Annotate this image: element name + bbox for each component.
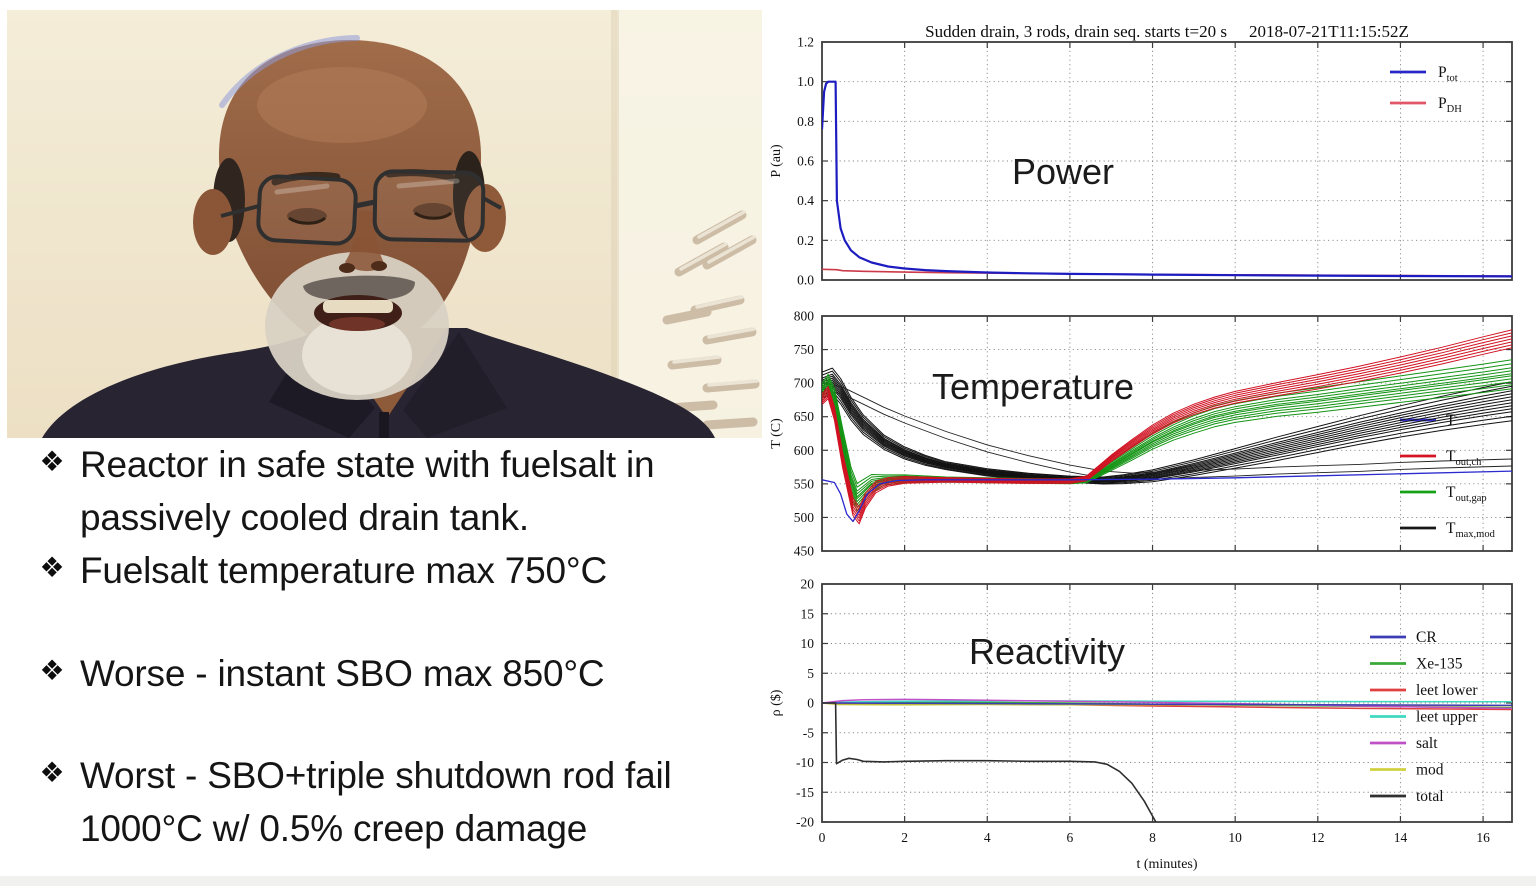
series-T_out_ch_bundle: [822, 332, 1512, 511]
power-chart: 0.0 0.2 0.4 0.6 0.8 1.0 1.2 P (au) Power Ptot PDH: [769, 35, 1513, 288]
y-tick-label: 0.2: [797, 233, 814, 248]
legend-label: Tout,ch: [1446, 448, 1482, 468]
y-tick-label: 15: [801, 606, 815, 621]
bullet-line: Worse - instant SBO max 850°C: [80, 653, 605, 694]
plots-title: Sudden drain, 3 rods, drain seq. starts …: [925, 22, 1409, 41]
bullet-safe-state: ❖ Reactor in safe state with fuelsalt in…: [24, 438, 654, 544]
chart-inner-title: Temperature: [932, 366, 1134, 407]
y-tick-label: 1.0: [797, 74, 814, 89]
x-tick-label: 8: [1149, 830, 1156, 845]
x-tick-label: 14: [1394, 830, 1408, 845]
y-axis-label: ρ ($): [769, 689, 784, 716]
x-tick-label: 6: [1067, 830, 1074, 845]
y-tick-label: 20: [801, 577, 815, 592]
y-tick-label: -10: [796, 755, 814, 770]
bullet-line: Worst - SBO+triple shutdown rod fail: [80, 755, 672, 796]
bullet-marker: ❖: [39, 552, 65, 583]
series-P_tot: [822, 80, 1512, 278]
y-tick-label: 450: [794, 544, 815, 559]
chart-inner-title: Power: [1012, 151, 1114, 192]
bullet-worst-sbo: ❖ Worst - SBO+triple shutdown rod fail 1…: [24, 749, 672, 855]
y-axis-label: T (C): [769, 418, 784, 449]
y-tick-label: 700: [794, 376, 815, 391]
y-tick-label: 0.6: [797, 154, 814, 169]
temperature-chart: 450 500 550 600 650 700 750 800 T (C) Temperature…: [769, 309, 1513, 559]
bullet-line: Reactor in safe state with fuelsalt in: [80, 444, 655, 485]
series-T_blue: [822, 470, 1512, 523]
speaker-photo: [7, 10, 762, 438]
x-tick-label: 2: [901, 830, 908, 845]
y-tick-label: 800: [794, 309, 815, 324]
bullet-marker: ❖: [39, 757, 65, 788]
bullet-line: passively cooled drain tank.: [80, 497, 529, 538]
y-axis-label: P (au): [769, 144, 784, 178]
legend-label: leet lower: [1416, 682, 1478, 699]
y-tick-label: 0.0: [797, 273, 814, 288]
series-T_mod_slow: [822, 382, 1512, 474]
y-tick-label: -15: [796, 785, 814, 800]
x-tick-label: 12: [1311, 830, 1325, 845]
simulation-plots: Sudden drain, 3 rods, drain seq. starts …: [769, 22, 1513, 872]
series-T_out_ch_bundle: [822, 347, 1512, 525]
x-tick-label: 4: [984, 830, 991, 845]
y-tick-label: 500: [794, 510, 815, 525]
series-T_out_ch_bundle: [822, 338, 1512, 516]
y-tick-label: 1.2: [797, 35, 814, 50]
y-tick-label: 0.8: [797, 114, 814, 129]
bullet-worse-sbo: ❖ Worse - instant SBO max 850°C: [24, 647, 604, 700]
legend-label: salt: [1416, 735, 1438, 752]
legend-label: CR: [1416, 629, 1437, 646]
bullet-line: Fuelsalt temperature max 750°C: [80, 550, 608, 591]
y-tick-label: -5: [803, 725, 814, 740]
y-tick-label: 10: [801, 636, 815, 651]
y-tick-label: 750: [794, 342, 815, 357]
bullet-line: 1000°C w/ 0.5% creep damage: [80, 808, 588, 849]
series-T_out_ch_bundle: [822, 335, 1512, 514]
series-T_out_gap_bundle: [822, 388, 1512, 512]
x-tick-label: 10: [1228, 830, 1242, 845]
series-CR: [822, 702, 1512, 707]
y-tick-label: 550: [794, 476, 815, 491]
y-tick-label: 600: [794, 443, 815, 458]
bullet-marker: ❖: [39, 446, 65, 477]
series-T_out_gap_bundle: [822, 384, 1512, 508]
legend-label: mod: [1416, 762, 1444, 779]
legend-label: T: [1446, 412, 1456, 429]
series-T_out_ch_bundle: [822, 329, 1512, 508]
chart-inner-title: Reactivity: [969, 631, 1125, 672]
reactivity-chart: -20 -15 -10 -5 0 5 10 15 20 0 2 4 6 8 10 12 14 16 ρ ($) t (…: [769, 577, 1513, 872]
x-tick-label: 16: [1476, 830, 1490, 845]
y-tick-label: 650: [794, 409, 815, 424]
x-tick-label: 0: [819, 830, 826, 845]
legend-label: Ptot: [1438, 64, 1458, 84]
legend-label: PDH: [1438, 95, 1462, 115]
legend-label: Xe-135: [1416, 656, 1463, 673]
legend-label: total: [1416, 788, 1444, 805]
y-tick-label: 0.4: [797, 193, 814, 208]
speaker-face: [193, 35, 506, 400]
series-total: [822, 702, 1157, 822]
glasses: [220, 169, 502, 246]
legend-label: Tout,gap: [1446, 484, 1487, 504]
bullet-fuelsalt-max: ❖ Fuelsalt temperature max 750°C: [24, 544, 607, 597]
y-tick-label: -20: [796, 815, 814, 830]
bottom-strip: [0, 876, 1536, 886]
bullet-marker: ❖: [39, 655, 65, 686]
legend-label: leet upper: [1416, 709, 1478, 726]
x-axis-label: t (minutes): [1136, 857, 1197, 872]
y-tick-label: 5: [807, 666, 814, 681]
y-tick-label: 0: [807, 696, 814, 711]
legend-label: Tmax,mod: [1446, 520, 1496, 540]
